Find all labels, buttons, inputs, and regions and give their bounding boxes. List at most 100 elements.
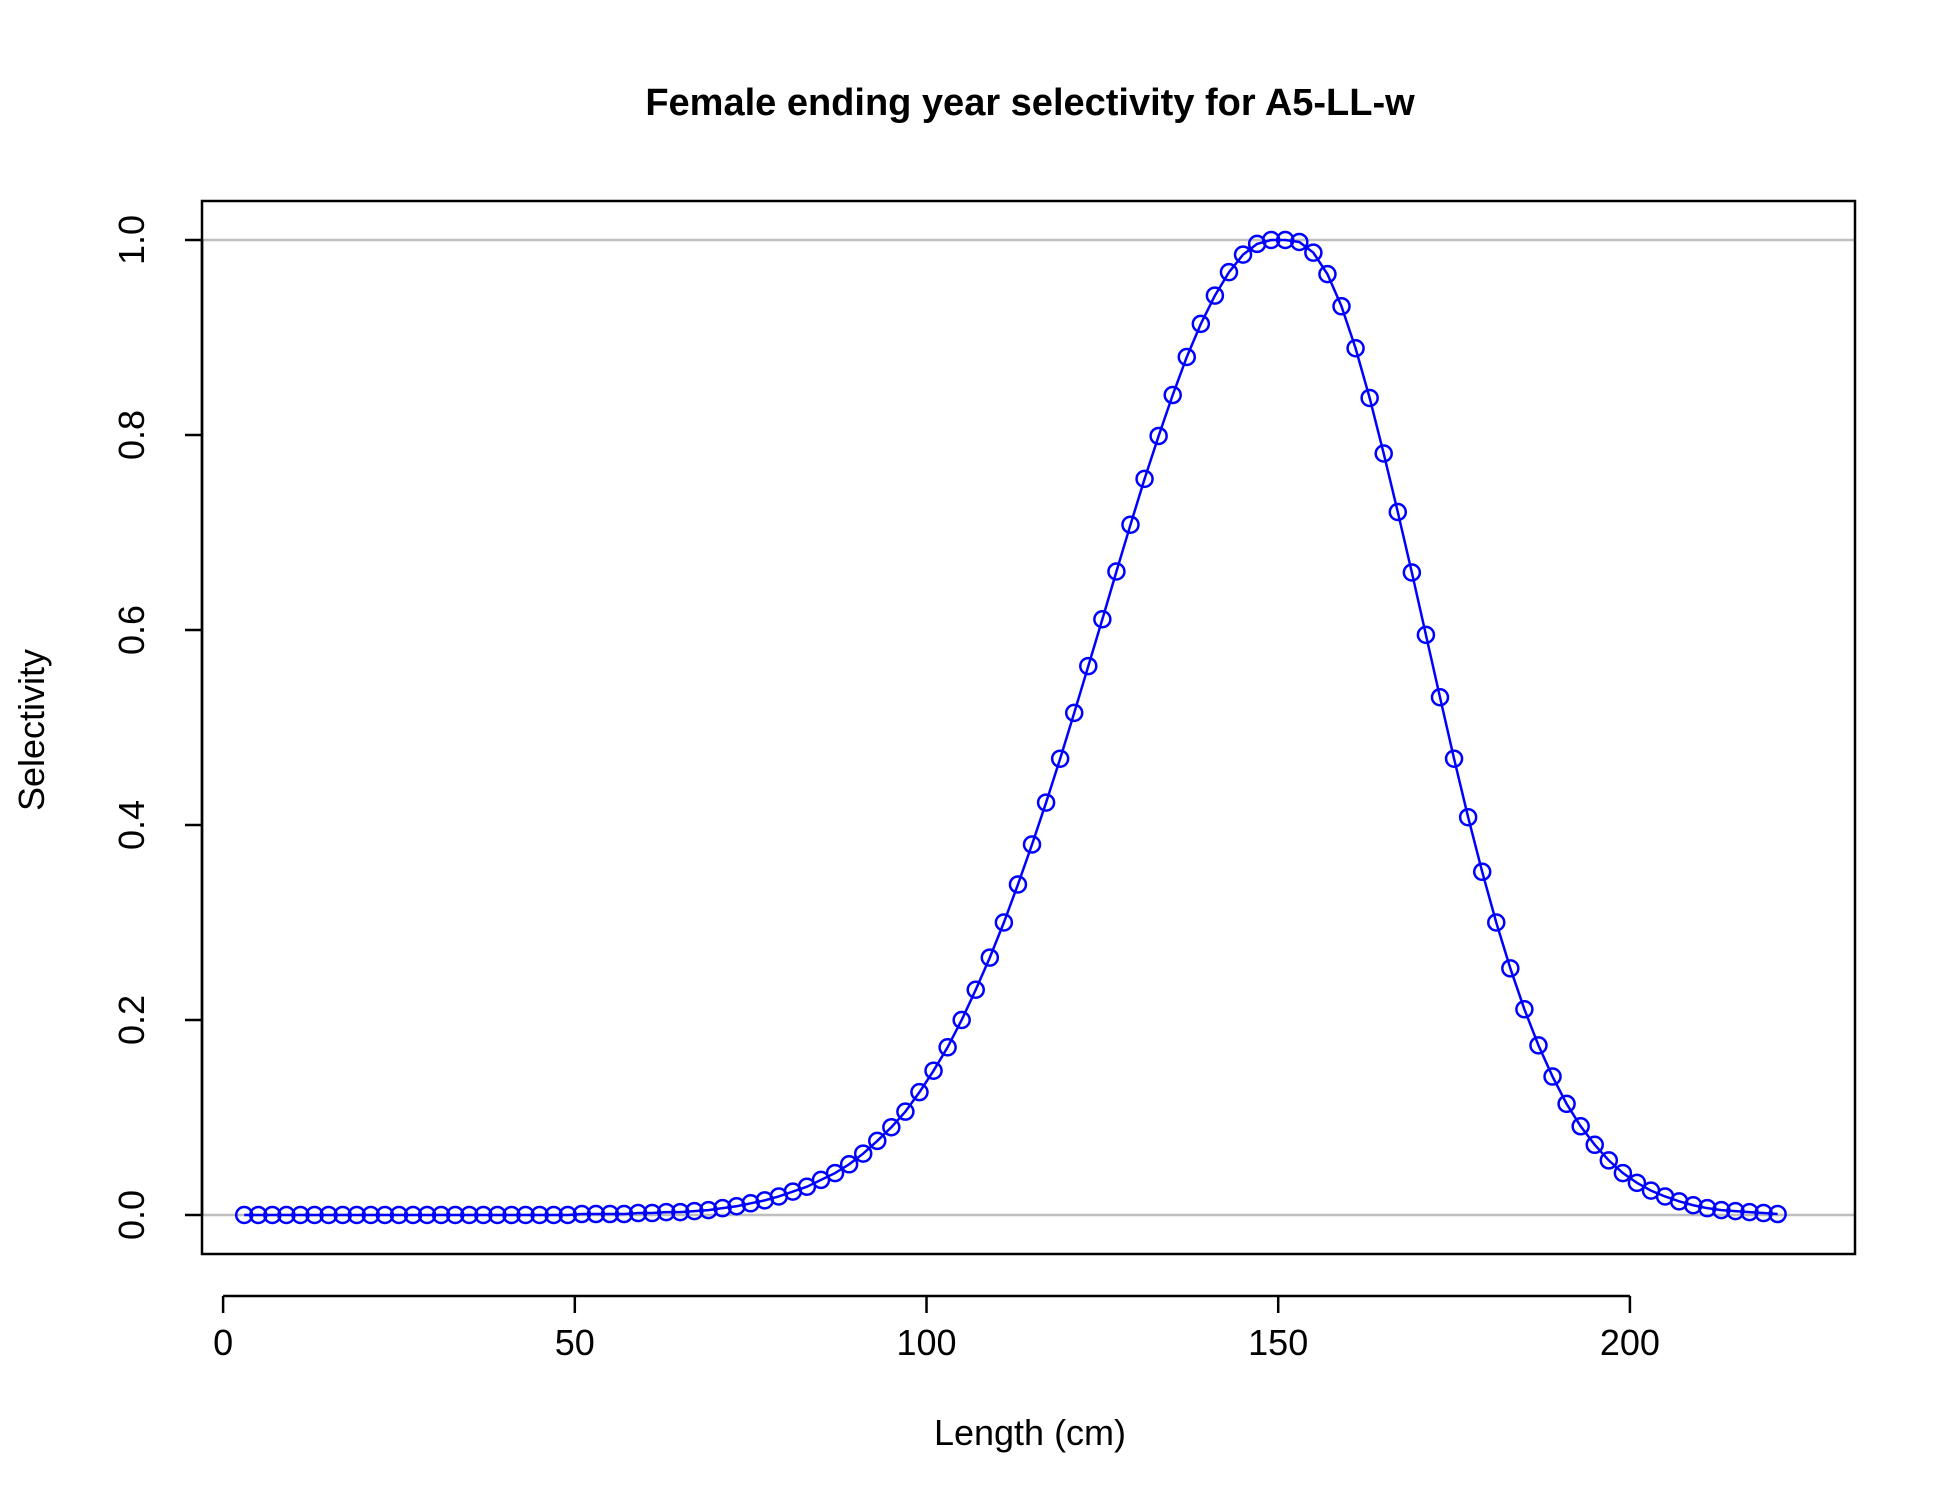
data-point — [1332, 297, 1351, 316]
y-tick-label: 0.4 — [111, 800, 152, 850]
data-point — [882, 1118, 901, 1137]
data-point — [1388, 502, 1408, 522]
y-axis: 0.0 0.2 0.4 0.6 0.8 1.0 — [111, 215, 204, 1240]
data-point — [1079, 656, 1098, 676]
data-point — [1318, 264, 1337, 284]
data-point — [910, 1082, 929, 1102]
data-point — [544, 1205, 563, 1225]
data-point — [1487, 913, 1506, 932]
data-point — [445, 1205, 465, 1225]
data-point — [600, 1204, 620, 1224]
data-point — [853, 1144, 873, 1163]
data-point — [1430, 688, 1450, 707]
data-point — [431, 1205, 451, 1225]
data-point — [530, 1205, 549, 1225]
data-point — [868, 1131, 887, 1151]
data-point — [825, 1163, 845, 1183]
data-point — [657, 1202, 676, 1222]
x-tick-label: 150 — [1248, 1322, 1308, 1363]
data-point — [1515, 1000, 1534, 1019]
data-point — [488, 1205, 507, 1225]
data-point — [319, 1205, 338, 1225]
series-points — [234, 230, 1787, 1225]
x-tick-label: 0 — [213, 1322, 233, 1363]
data-point — [249, 1205, 268, 1225]
data-point — [628, 1203, 648, 1223]
data-point — [263, 1205, 282, 1225]
data-point — [1543, 1067, 1562, 1086]
data-point — [727, 1196, 746, 1216]
data-point — [1571, 1117, 1590, 1136]
data-point — [1191, 314, 1211, 334]
data-point — [966, 980, 985, 1000]
plot-frame — [200, 199, 1857, 1256]
data-point — [994, 913, 1014, 932]
data-point — [1261, 230, 1281, 250]
data-point — [572, 1204, 592, 1224]
data-point — [1599, 1151, 1619, 1170]
data-point — [1472, 862, 1492, 882]
data-point — [277, 1205, 296, 1225]
data-point — [1093, 610, 1112, 629]
data-point — [1444, 749, 1464, 768]
data-point — [1064, 703, 1084, 723]
data-point — [1501, 959, 1520, 978]
chart-title: Female ending year selectivity for A5-LL… — [645, 82, 1415, 124]
data-point — [741, 1194, 760, 1213]
data-point — [1022, 835, 1042, 854]
x-axis-label: Length (cm) — [934, 1412, 1126, 1453]
data-point — [234, 1205, 254, 1225]
data-point — [952, 1010, 971, 1030]
data-point — [361, 1205, 381, 1225]
data-point — [1290, 232, 1309, 252]
x-tick-label: 200 — [1600, 1322, 1660, 1363]
data-point — [586, 1204, 606, 1224]
reference-lines — [202, 238, 1855, 1217]
data-point — [839, 1155, 859, 1174]
data-point — [1135, 469, 1154, 489]
y-tick-label: 0.6 — [111, 605, 152, 655]
data-point — [403, 1205, 423, 1225]
data-point — [1346, 338, 1365, 358]
y-axis-label: Selectivity — [11, 649, 52, 811]
y-tick-label: 0.8 — [111, 410, 152, 460]
data-point — [1698, 1198, 1717, 1218]
data-point — [699, 1200, 718, 1220]
data-point — [713, 1198, 732, 1218]
x-tick-label: 100 — [896, 1322, 956, 1363]
data-point — [1177, 347, 1197, 367]
data-point — [1768, 1204, 1787, 1224]
data-point — [474, 1205, 493, 1225]
data-point — [1121, 515, 1140, 534]
data-point — [980, 948, 1000, 967]
data-point — [671, 1202, 690, 1222]
data-point — [1008, 875, 1028, 894]
data-point — [502, 1205, 521, 1225]
data-point — [896, 1102, 915, 1121]
data-point — [1163, 385, 1182, 405]
data-point — [460, 1205, 479, 1225]
data-point — [1036, 793, 1056, 812]
data-point — [1458, 807, 1478, 827]
data-point — [1205, 286, 1225, 305]
data-point — [333, 1205, 352, 1225]
data-point — [1740, 1202, 1759, 1222]
data-point — [1754, 1203, 1773, 1223]
data-point — [516, 1205, 535, 1225]
data-point — [347, 1205, 366, 1225]
data-point — [1233, 245, 1253, 264]
data-point — [1557, 1094, 1576, 1114]
data-point — [1050, 749, 1070, 768]
data-point — [1107, 562, 1126, 581]
data-point — [1712, 1200, 1731, 1220]
data-point — [938, 1038, 957, 1057]
data-point — [1374, 444, 1393, 463]
data-point — [1585, 1135, 1604, 1155]
data-point — [1627, 1173, 1647, 1193]
data-point — [417, 1205, 437, 1225]
data-point — [1416, 625, 1436, 645]
data-point — [375, 1205, 395, 1225]
data-point — [614, 1204, 634, 1224]
data-point — [558, 1205, 578, 1225]
